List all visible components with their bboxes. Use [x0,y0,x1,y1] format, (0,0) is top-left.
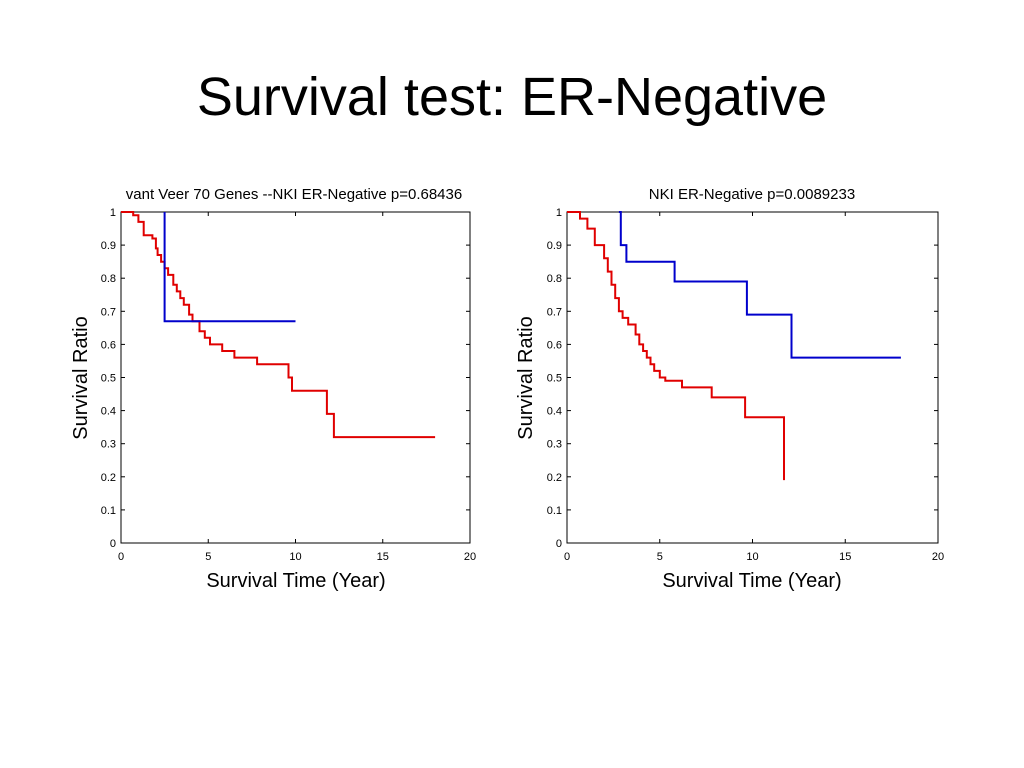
left-y-tick-label: 0.1 [101,505,116,517]
left-y-tick-label: 0.6 [101,339,116,351]
left-plot-frame [120,211,471,544]
right-y-tick-label: 0.3 [547,439,562,451]
right-chart-title: NKI ER-Negative p=0.0089233 [649,186,855,203]
right-y-tick-label: 0.7 [547,306,562,318]
right-plot-frame [566,211,939,544]
right-y-tick-label: 0.4 [547,406,562,418]
left-y-tick-label: 0.3 [101,439,116,451]
right-x-tick-label: 10 [746,551,758,563]
right-y-axis-label: Survival Ratio [515,316,537,439]
right-y-tick-label: 0.2 [547,472,562,484]
left-x-tick-label: 10 [289,551,301,563]
right-y-tick-label: 1 [556,207,562,219]
right-y-tick-label: 0.9 [547,240,562,252]
right-y-tick-label: 0 [556,538,562,550]
left-x-tick-label: 0 [118,551,124,563]
left-y-tick-label: 0.4 [101,406,116,418]
left-x-tick-label: 20 [464,551,476,563]
left-survival-chart: vant Veer 70 Genes --NKI ER-Negative p=0… [70,186,476,592]
left-y-tick-label: 0.2 [101,472,116,484]
slide-title: Survival test: ER-Negative [196,67,828,127]
right-x-tick-label: 0 [564,551,570,563]
left-y-tick-label: 0.8 [101,273,116,285]
left-y-tick-label: 1 [110,207,116,219]
left-y-axis-label: Survival Ratio [70,316,92,439]
right-y-tick-label: 0.8 [547,273,562,285]
left-y-tick-label: 0.7 [101,306,116,318]
left-y-tick-label: 0.9 [101,240,116,252]
right-x-axis-label: Survival Time (Year) [662,570,841,592]
left-blue-survival-curve [163,212,296,323]
left-y-tick-label: 0.5 [101,373,116,385]
right-y-tick-label: 0.1 [547,505,562,517]
left-y-tick-label: 0 [110,538,116,550]
right-x-tick-label: 20 [932,551,944,563]
left-x-axis-label: Survival Time (Year) [206,570,385,592]
left-red-survival-curve [121,211,436,439]
right-y-tick-label: 0.6 [547,339,562,351]
right-red-survival-curve [567,211,785,481]
right-y-tick-label: 0.5 [547,373,562,385]
right-x-tick-label: 5 [657,551,663,563]
right-survival-chart: NKI ER-Negative p=0.0089233 Survival Tim… [515,186,944,592]
left-chart-title: vant Veer 70 Genes --NKI ER-Negative p=0… [126,186,462,203]
right-blue-survival-curve [618,211,901,359]
right-x-tick-label: 15 [839,551,851,563]
left-x-tick-label: 5 [205,551,211,563]
left-x-tick-label: 15 [377,551,389,563]
